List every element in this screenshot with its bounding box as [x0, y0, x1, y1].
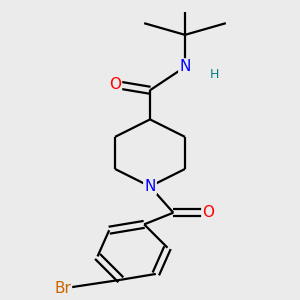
Text: O: O	[109, 77, 121, 92]
Text: Br: Br	[54, 281, 71, 296]
Text: N: N	[144, 179, 156, 194]
Text: N: N	[179, 59, 191, 74]
Text: H: H	[209, 68, 219, 81]
Text: O: O	[202, 205, 214, 220]
